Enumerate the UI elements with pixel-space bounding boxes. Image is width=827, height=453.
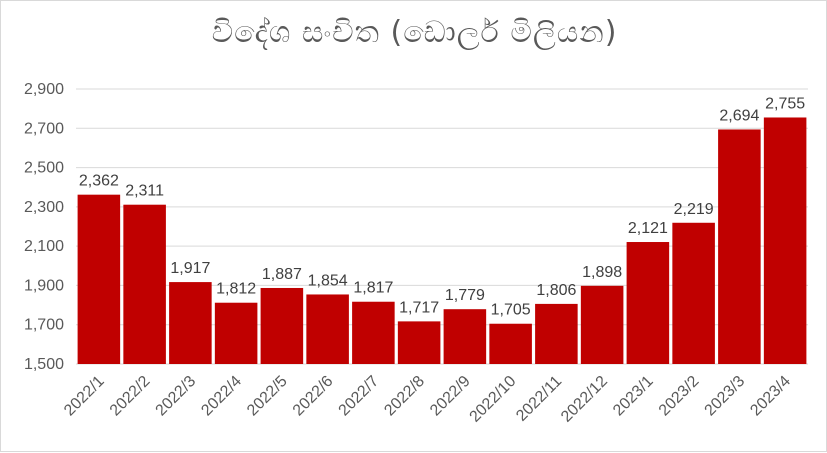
- data-label: 2,362: [79, 173, 119, 190]
- bar: [260, 287, 304, 364]
- data-label: 1,854: [308, 272, 348, 289]
- data-label: 1,887: [262, 266, 302, 283]
- x-tick-label: 2023/1: [610, 373, 657, 420]
- data-label: 1,705: [491, 302, 531, 319]
- bar: [580, 285, 624, 364]
- data-label: 1,917: [170, 260, 210, 277]
- bar: [169, 282, 212, 364]
- x-tick-label: 2022/6: [290, 373, 337, 420]
- x-tick-label: 2022/1: [61, 373, 108, 420]
- chart-title: විදේශ සංචිත (ඩොලර් මිලියන): [211, 15, 618, 50]
- data-label: 1,812: [216, 281, 256, 298]
- y-tick-label: 2,700: [24, 120, 64, 137]
- data-label: 1,817: [353, 280, 393, 297]
- bar: [306, 294, 349, 364]
- bar: [397, 321, 441, 364]
- y-tick-label: 2,900: [24, 81, 64, 98]
- data-label: 1,898: [582, 264, 622, 281]
- bar: [626, 242, 670, 364]
- bar: [352, 301, 395, 364]
- x-tick-label: 2023/2: [656, 373, 703, 420]
- bar: [123, 204, 166, 364]
- x-tick-label: 2022/5: [244, 373, 291, 420]
- data-label: 2,219: [674, 201, 714, 218]
- bar: [535, 303, 578, 364]
- data-label: 2,311: [125, 183, 164, 200]
- data-label: 2,121: [628, 220, 668, 237]
- x-tick-label: 2022/12: [558, 373, 611, 426]
- data-label: 2,694: [719, 107, 759, 124]
- x-tick-label: 2022/7: [336, 373, 383, 420]
- x-tick-label: 2022/4: [198, 373, 245, 420]
- bar: [443, 309, 487, 364]
- data-label: 1,717: [399, 299, 439, 316]
- data-label: 1,806: [536, 282, 576, 299]
- y-tick-label: 2,100: [24, 238, 64, 255]
- y-tick-label: 2,500: [24, 160, 64, 177]
- x-tick-label: 2022/11: [513, 373, 565, 425]
- data-label: 2,755: [765, 95, 805, 112]
- x-tick-label: 2023/4: [747, 373, 794, 420]
- x-tick-label: 2022/3: [153, 373, 200, 420]
- bar: [489, 323, 532, 364]
- data-label: 1,779: [445, 287, 485, 304]
- y-tick-label: 1,700: [24, 317, 64, 334]
- bar: [214, 302, 258, 364]
- x-tick-label: 2022/10: [467, 373, 520, 426]
- x-tick-label: 2023/3: [702, 373, 749, 420]
- x-tick-label: 2022/2: [107, 373, 154, 420]
- x-tick-label: 2022/8: [381, 373, 428, 420]
- bar: [718, 129, 761, 364]
- y-tick-label: 1,500: [24, 356, 64, 373]
- bar: [77, 194, 121, 364]
- y-tick-label: 1,900: [24, 277, 64, 294]
- bar: [672, 222, 715, 364]
- bar: [763, 117, 807, 364]
- y-tick-label: 2,300: [24, 199, 64, 216]
